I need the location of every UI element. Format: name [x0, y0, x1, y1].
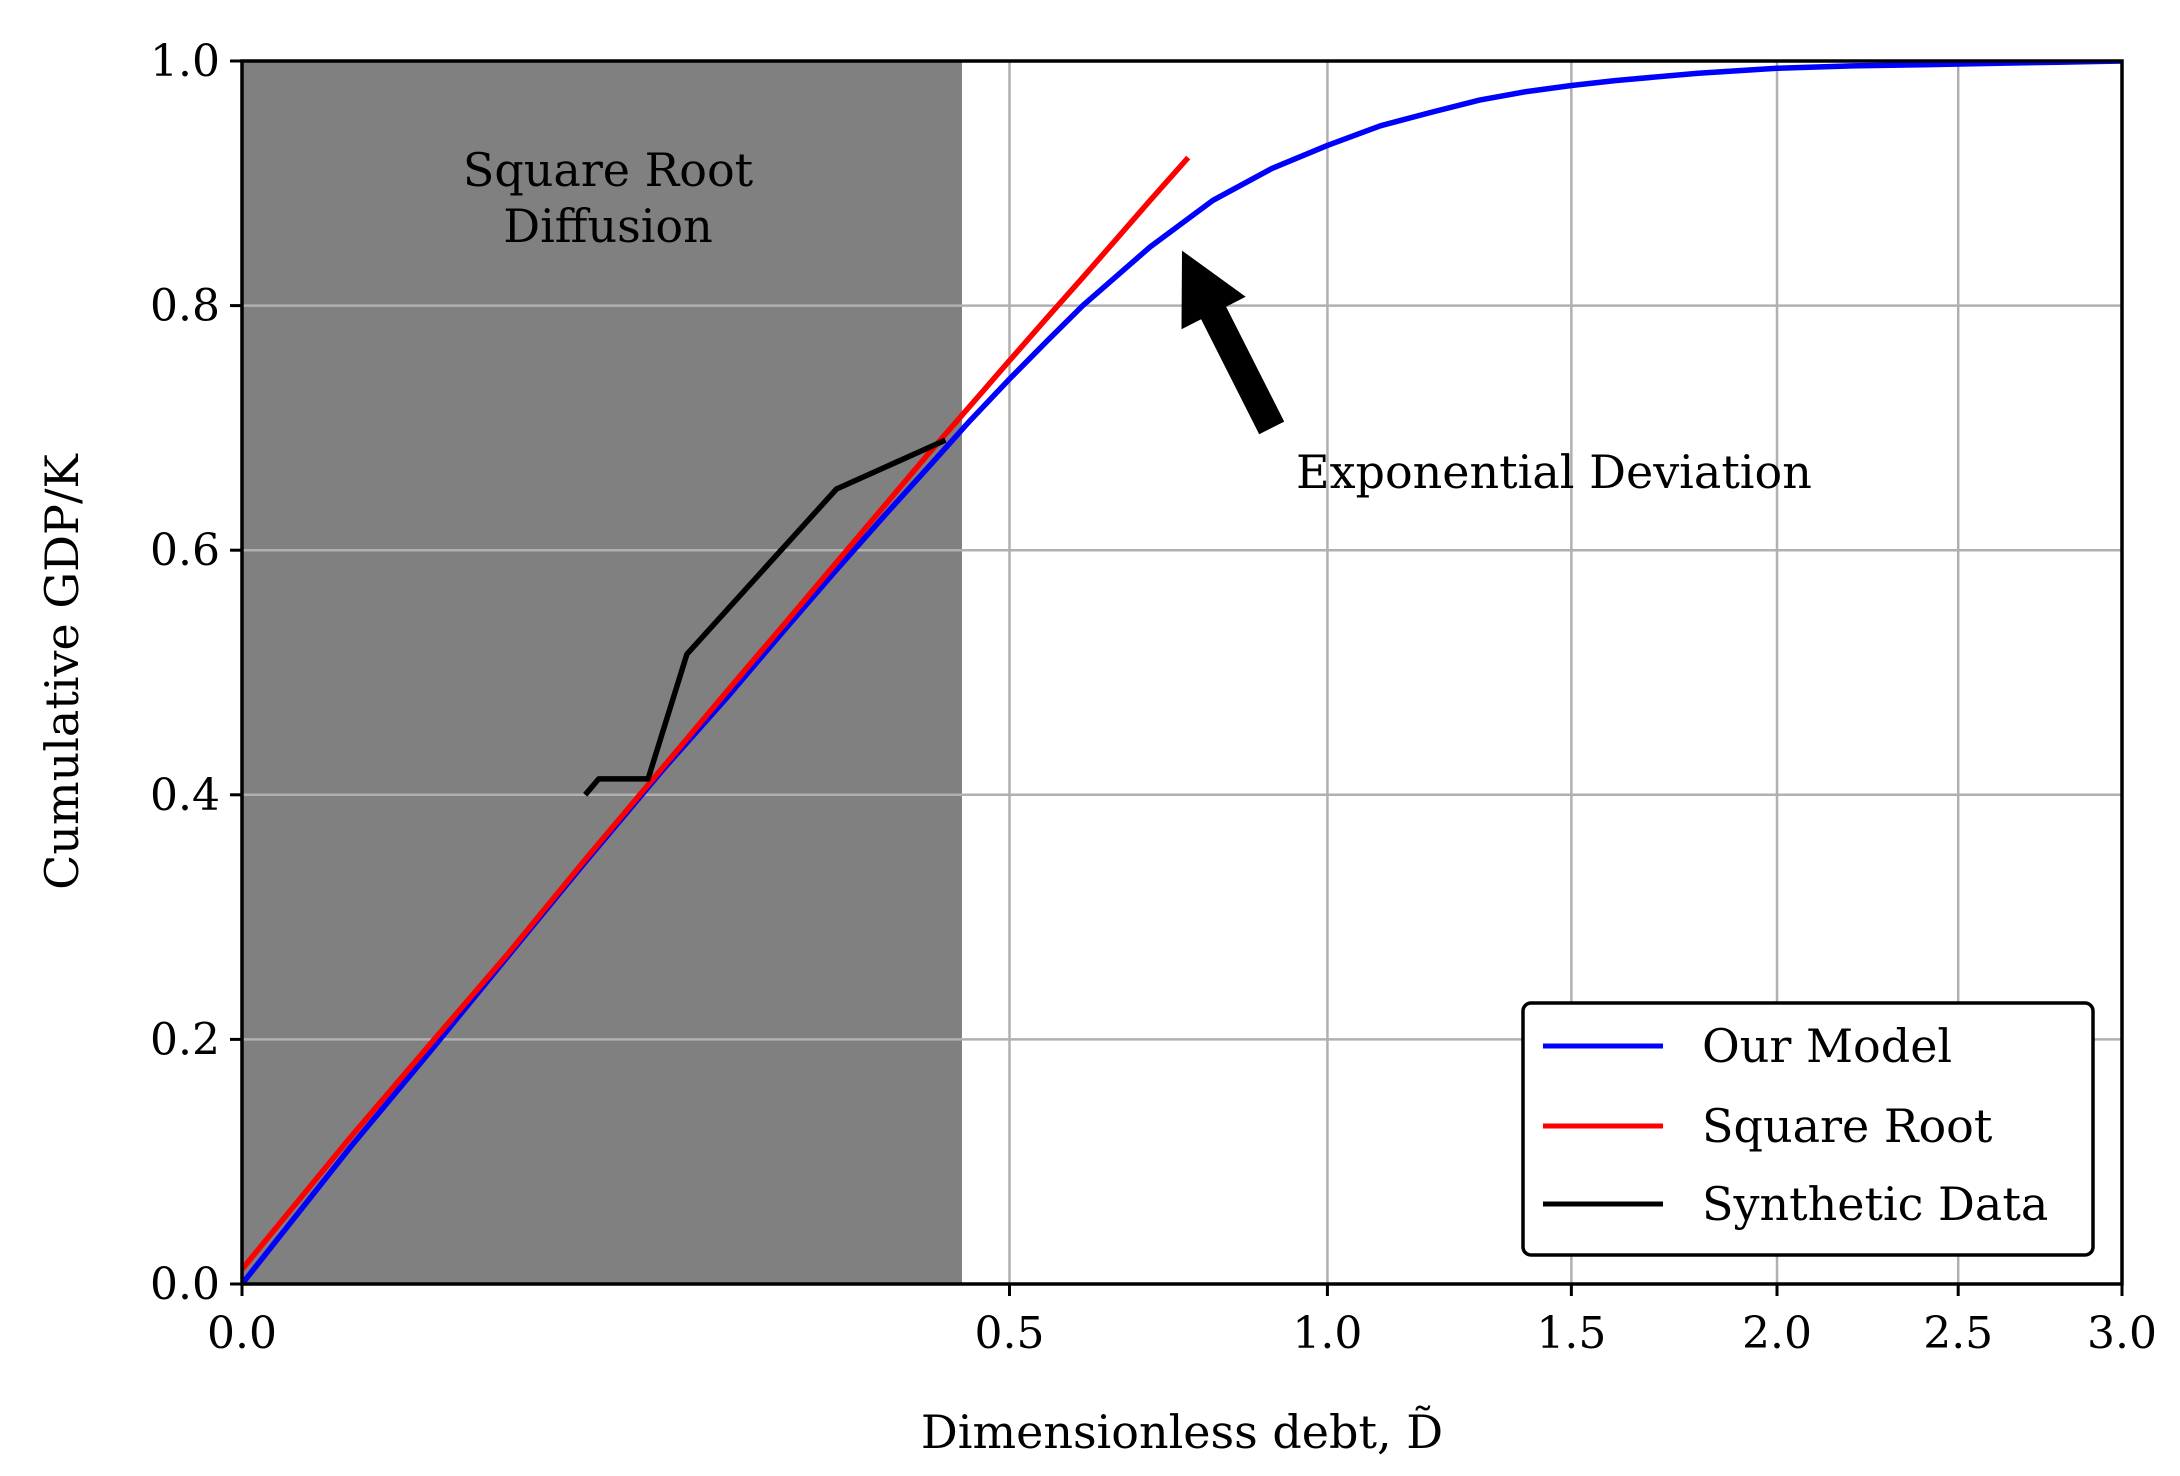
legend-label-synthetic-data: Synthetic Data: [1702, 1177, 2048, 1231]
y-tick-label: 0.4: [150, 770, 220, 821]
y-tick-label: 1.0: [150, 36, 220, 87]
shaded-region-rect: [242, 61, 962, 1284]
shaded-region-label-line2: Diffusion: [503, 199, 713, 253]
y-tick-label: 0.6: [150, 525, 220, 576]
y-tick-label: 0.2: [150, 1014, 220, 1065]
ticks: 0.0 0.5 1.0 1.5 2.0 2.5 3.0 0.0 0.2 0.4 0.6 0.8 1.0: [150, 36, 2157, 1359]
x-tick-label: 0.0: [207, 1308, 277, 1359]
x-tick-label: 1.0: [1292, 1308, 1362, 1359]
series-group: [242, 61, 2122, 1284]
x-tick-label: 3.0: [2087, 1308, 2157, 1359]
series-line-square-root: [242, 155, 1191, 1272]
annotation-arrow-shape: [1181, 250, 1285, 435]
legend-box: [1521, 1001, 2095, 1257]
legend-label-square-root: Square Root: [1702, 1099, 1993, 1153]
annotation-text: Exponential Deviation: [1296, 445, 1812, 499]
shaded-region-label-line1: Square Root: [463, 143, 754, 197]
x-tick-label: 0.5: [975, 1308, 1045, 1359]
plot-frame: [240, 59, 2124, 1286]
y-tick-label: 0.8: [150, 281, 220, 332]
legend-label-our-model: Our Model: [1702, 1019, 1952, 1073]
x-tick-label: 2.0: [1742, 1308, 1812, 1359]
annotation-arrow: [1181, 250, 1285, 435]
y-tick-label: 0.0: [150, 1259, 220, 1310]
x-axis-label: Dimensionless debt, D̃: [921, 1405, 1443, 1459]
legend: Our Model Square Root Synthetic Data: [1521, 1001, 2095, 1257]
y-axis-label: Cumulative GDP/K: [35, 453, 89, 890]
x-tick-label: 2.5: [1923, 1308, 1993, 1359]
shaded-region: [242, 61, 962, 1284]
x-tick-label: 1.5: [1536, 1308, 1606, 1359]
series-line-synthetic-data: [583, 437, 947, 797]
